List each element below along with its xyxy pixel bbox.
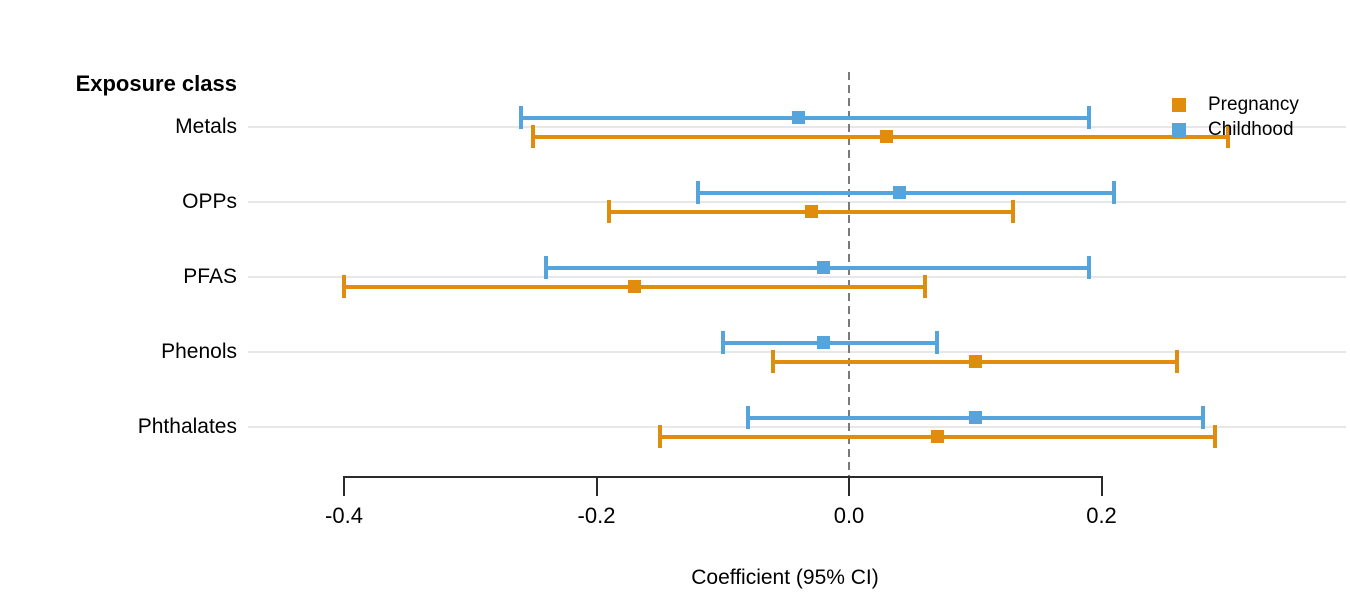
ci-cap-low-pregnancy-phthalates [657, 425, 662, 448]
x-axis-label: Coefficient (95% CI) [691, 566, 879, 589]
x-tick-0.2 [1100, 477, 1103, 496]
category-label-phthalates: Phthalates [137, 415, 237, 438]
gridline-phthalates [248, 426, 1346, 428]
x-tick--0.4 [343, 477, 345, 496]
estimate-marker-childhood-metals [792, 111, 805, 124]
zero-reference-line [848, 72, 850, 477]
gridline-metals [248, 126, 1346, 128]
estimate-marker-childhood-phenols [817, 336, 831, 349]
estimate-marker-pregnancy-phenols [968, 355, 982, 368]
ci-cap-low-childhood-pfas [544, 256, 548, 279]
x-tick-label-0.0: 0.0 [833, 503, 865, 528]
legend-swatch-pregnancy [1172, 97, 1186, 112]
x-axis-line [343, 476, 1103, 478]
ci-cap-high-pregnancy-pfas [922, 275, 927, 298]
legend-swatch-childhood [1172, 122, 1186, 137]
estimate-marker-childhood-pfas [817, 261, 831, 274]
gridline-pfas [248, 276, 1346, 278]
ci-cap-low-childhood-phenols [720, 331, 725, 354]
ci-cap-high-childhood-phthalates [1200, 406, 1205, 429]
legend-label-pregnancy: Pregnancy [1208, 94, 1299, 115]
estimate-marker-pregnancy-opps [804, 205, 818, 218]
ci-cap-low-childhood-metals [518, 106, 523, 129]
ci-cap-high-pregnancy-phenols [1175, 350, 1180, 373]
x-tick--0.2 [595, 477, 598, 496]
x-tick-label--0.4: -0.4 [325, 503, 363, 528]
category-label-opps: OPPs [182, 190, 237, 213]
estimate-marker-pregnancy-phthalates [930, 430, 944, 443]
x-tick-0.0 [848, 477, 850, 496]
ci-cap-high-childhood-opps [1112, 181, 1117, 204]
ci-cap-low-pregnancy-pfas [342, 275, 346, 298]
category-label-phenols: Phenols [161, 340, 237, 363]
ci-cap-high-pregnancy-phthalates [1213, 425, 1218, 448]
gridline-opps [248, 201, 1346, 203]
x-tick-label--0.2: -0.2 [577, 503, 616, 528]
x-tick-label-0.2: 0.2 [1086, 503, 1117, 528]
ci-cap-high-pregnancy-metals [1225, 125, 1230, 148]
ci-cap-low-childhood-opps [695, 181, 700, 204]
ci-cap-low-pregnancy-metals [531, 125, 536, 148]
category-label-metals: Metals [175, 115, 237, 138]
ci-cap-high-childhood-phenols [935, 331, 940, 354]
ci-cap-low-pregnancy-opps [607, 200, 612, 223]
ci-cap-high-pregnancy-opps [1011, 200, 1016, 223]
estimate-marker-pregnancy-metals [880, 130, 894, 143]
legend-label-childhood: Childhood [1208, 119, 1294, 140]
category-label-pfas: PFAS [183, 265, 237, 288]
legend-item-childhood: Childhood [1172, 117, 1299, 142]
ci-cap-low-pregnancy-phenols [771, 350, 776, 373]
estimate-marker-childhood-phthalates [968, 411, 982, 424]
legend-item-pregnancy: Pregnancy [1172, 92, 1299, 117]
legend: Pregnancy Childhood [1172, 92, 1299, 142]
y-axis-title: Exposure class [75, 71, 237, 96]
ci-cap-high-childhood-pfas [1086, 256, 1091, 279]
estimate-marker-pregnancy-pfas [627, 280, 641, 293]
gridline-phenols [248, 351, 1346, 353]
estimate-marker-childhood-opps [893, 186, 906, 199]
ci-cap-low-childhood-phthalates [746, 406, 750, 429]
ci-cap-high-childhood-metals [1086, 106, 1091, 129]
